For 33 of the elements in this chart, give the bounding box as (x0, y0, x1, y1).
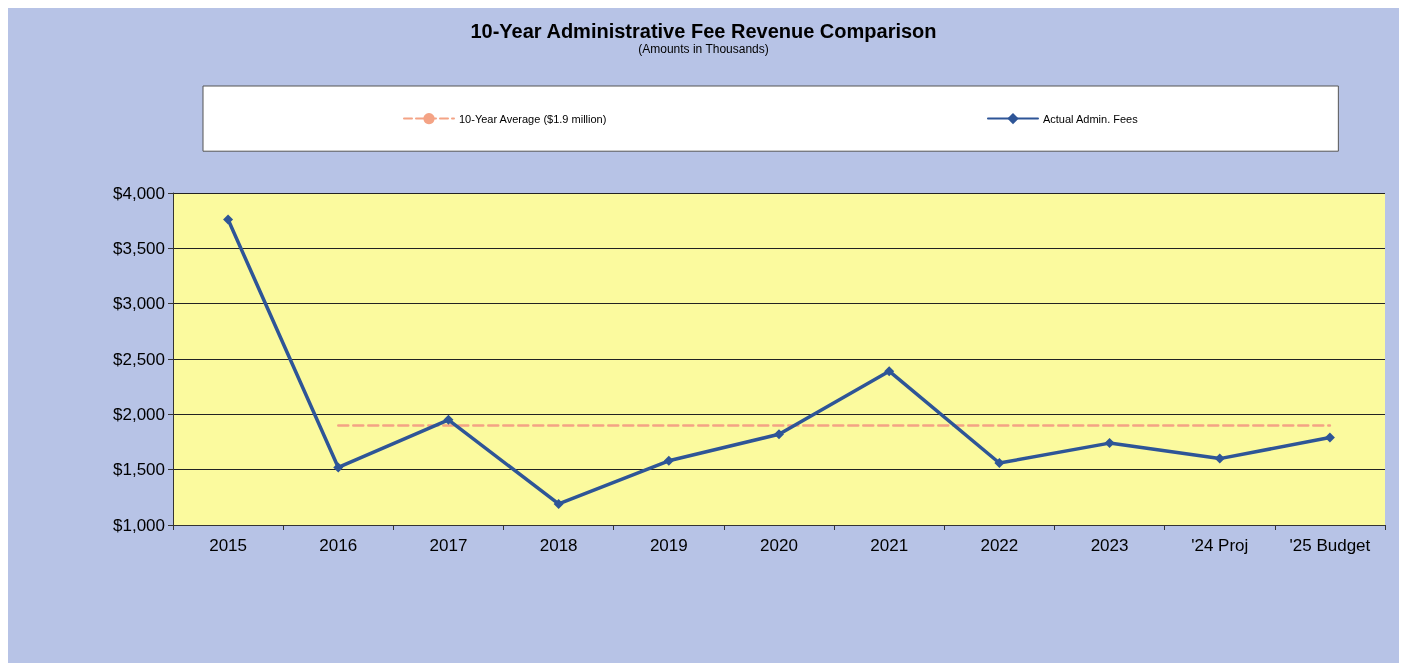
x-tick-label: 2017 (429, 536, 468, 555)
chart-subtitle: (Amounts in Thousands) (638, 42, 769, 56)
x-tick-label: 2021 (870, 536, 909, 555)
x-tick-label: 2016 (319, 536, 358, 555)
y-tick-label: $2,500 (113, 349, 165, 369)
chart-title: 10-Year Administrative Fee Revenue Comparison (470, 20, 937, 42)
point (1324, 432, 1335, 443)
x-tick-label: '24 Proj (1191, 536, 1249, 555)
point (884, 366, 895, 377)
x-tick-label: 2015 (209, 536, 247, 555)
x-tick-label: 2020 (760, 536, 798, 555)
point (443, 414, 454, 425)
point (553, 498, 564, 509)
x-tick-label: 2019 (649, 536, 688, 555)
y-tick-label: $3,000 (113, 294, 165, 314)
point (994, 458, 1005, 469)
x-tick-label: '25 Budget (1289, 536, 1371, 555)
x-tick-label: 2018 (539, 536, 578, 555)
point (333, 462, 344, 473)
point (1214, 453, 1225, 464)
point (223, 214, 234, 225)
x-tick-label: 2022 (980, 536, 1019, 555)
legend-label: 10-Year Average ($1.9 million) (459, 112, 607, 125)
y-tick-label: $2,000 (113, 404, 165, 424)
x-tick-label: 2023 (1090, 536, 1129, 555)
y-tick-label: $1,000 (113, 515, 165, 535)
point (663, 455, 674, 466)
point (774, 429, 784, 440)
y-tick-label: $3,500 (113, 238, 165, 258)
y-tick-label: $4,000 (113, 183, 165, 203)
y-tick-label: $1,500 (113, 460, 165, 480)
legend-label: Actual Admin. Fees (1042, 112, 1139, 125)
point (1104, 438, 1115, 449)
